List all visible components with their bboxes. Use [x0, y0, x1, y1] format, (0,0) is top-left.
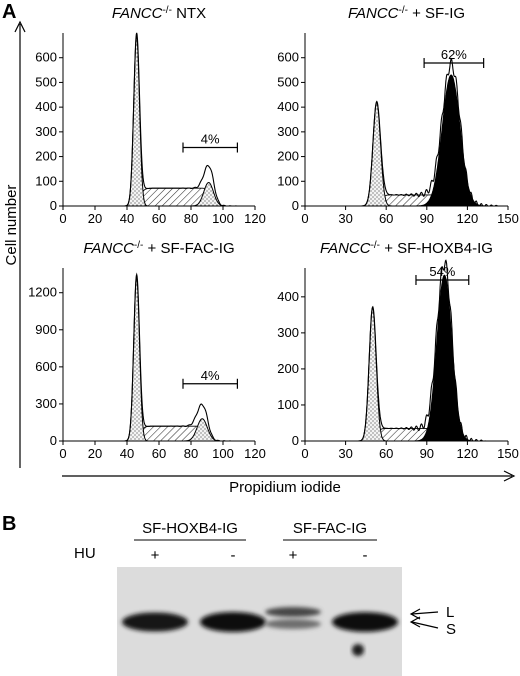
y-tick-label: 600	[35, 359, 57, 374]
blot-artifact-spot	[352, 644, 364, 656]
band-s	[122, 612, 188, 632]
g2-peak	[361, 74, 499, 207]
y-tick-label: 500	[35, 74, 57, 89]
y-tick-label: 600	[35, 50, 57, 65]
lane-3-treatment: +	[289, 547, 298, 564]
y-tick-label: 300	[35, 124, 57, 139]
x-tick-label: 120	[457, 446, 479, 461]
band-s	[265, 619, 321, 629]
x-tick-label: 0	[59, 446, 66, 461]
y-tick-label: 0	[292, 433, 299, 448]
x-tick-label: 120	[244, 211, 266, 226]
western-blot-bands	[122, 607, 398, 656]
y-tick-label: 100	[35, 173, 57, 188]
g2-peak	[358, 274, 486, 442]
band-s-label: S	[446, 621, 456, 638]
lane-4-treatment: -	[363, 547, 368, 564]
blot-group-label-2: SF-FAC-IG	[293, 520, 367, 537]
histogram-outline	[361, 57, 499, 207]
g1-peak	[124, 33, 238, 207]
band-s-arrow-head	[409, 616, 421, 628]
y-tick-label: 100	[277, 173, 299, 188]
x-tick-label: 40	[120, 211, 134, 226]
histogram-fancc-sf-ig: FANCC-/- + SF-IG 0 30 60 90 120 150 0 100 200 300 4…	[277, 5, 519, 227]
y-tick-label: 200	[277, 149, 299, 164]
x-tick-label: 20	[88, 211, 102, 226]
histogram-title: FANCC-/- + SF-FAC-IG	[83, 240, 234, 258]
shared-x-label: Propidium iodide	[229, 479, 341, 496]
x-tick-label: 20	[88, 446, 102, 461]
x-tick-label: 80	[184, 446, 198, 461]
y-tick-label: 900	[35, 322, 57, 337]
lane-1-treatment: +	[151, 547, 160, 564]
x-tick-label: 150	[497, 211, 519, 226]
y-tick-label: 200	[277, 361, 299, 376]
x-tick-label: 100	[212, 211, 234, 226]
blot-group-label-1: SF-HOXB4-IG	[142, 520, 238, 537]
y-tick-label: 600	[277, 50, 299, 65]
band-l-arrow-head	[409, 608, 421, 620]
band-l	[265, 607, 321, 617]
band-s	[200, 612, 266, 632]
histogram-title: FANCC-/- + SF-IG	[348, 5, 465, 23]
panel-b-label: B	[2, 513, 16, 535]
gate-percent-label: 54%	[429, 264, 455, 279]
y-tick-label: 1200	[28, 285, 57, 300]
histogram-outline	[125, 32, 238, 207]
blot-row-label-hu: HU	[74, 545, 96, 562]
histogram-outline	[358, 259, 486, 442]
y-tick-label: 400	[277, 99, 299, 114]
y-tick-label: 0	[50, 433, 57, 448]
x-tick-label: 60	[152, 446, 166, 461]
y-tick-label: 400	[277, 289, 299, 304]
band-s-arrow	[411, 621, 439, 629]
y-tick-label: 300	[277, 325, 299, 340]
y-tick-label: 100	[277, 397, 299, 412]
x-tick-label: 120	[457, 211, 479, 226]
x-tick-label: 60	[379, 446, 393, 461]
x-tick-label: 0	[301, 446, 308, 461]
gate-percent-label: 4%	[201, 132, 220, 147]
y-tick-label: 200	[35, 149, 57, 164]
x-tick-label: 90	[420, 446, 434, 461]
histogram-title: FANCC-/- NTX	[112, 5, 206, 23]
x-tick-label: 30	[338, 211, 352, 226]
band-l-label: L	[446, 604, 454, 621]
band-l-arrow	[411, 611, 439, 615]
gate-percent-label: 4%	[201, 368, 220, 383]
x-tick-label: 60	[152, 211, 166, 226]
y-tick-label: 0	[50, 198, 57, 213]
histogram-fancc-ntx: FANCC-/- NTX 0 20 40 60 80 100 120 0 100 200 300 400…	[35, 5, 266, 227]
y-tick-label: 400	[35, 99, 57, 114]
g1-peak	[124, 274, 233, 442]
y-tick-label: 0	[292, 198, 299, 213]
g2-peak	[125, 181, 238, 207]
x-tick-label: 80	[184, 211, 198, 226]
panel-a-label: A	[2, 1, 16, 23]
x-tick-label: 90	[420, 211, 434, 226]
shared-y-label: Cell number	[3, 185, 20, 266]
histogram-fancc-sf-fac-ig: FANCC-/- + SF-FAC-IG0 20 40 60 80 100 12003006…	[28, 240, 266, 462]
y-tick-label: 300	[277, 124, 299, 139]
x-tick-label: 120	[244, 446, 266, 461]
histogram-title: FANCC-/- + SF-HOXB4-IG	[320, 240, 493, 258]
lane-2-treatment: -	[231, 547, 236, 564]
gate-percent-label: 62%	[441, 47, 467, 62]
g1-peak	[361, 101, 499, 207]
y-arrow-head	[14, 20, 26, 33]
y-tick-label: 300	[35, 396, 57, 411]
histogram-fancc-sf-hoxb4-ig: FANCC-/- + SF-HOXB4-IG 0 30 60 90 120 150 0 100 2…	[277, 240, 519, 462]
x-tick-label: 40	[120, 446, 134, 461]
x-tick-label: 30	[338, 446, 352, 461]
x-tick-label: 0	[301, 211, 308, 226]
x-tick-label: 0	[59, 211, 66, 226]
x-tick-label: 60	[379, 211, 393, 226]
band-s	[332, 612, 398, 632]
histogram-outline	[125, 272, 233, 442]
x-tick-label: 100	[212, 446, 234, 461]
x-arrow-head	[503, 470, 516, 482]
y-tick-label: 500	[277, 74, 299, 89]
x-tick-label: 150	[497, 446, 519, 461]
